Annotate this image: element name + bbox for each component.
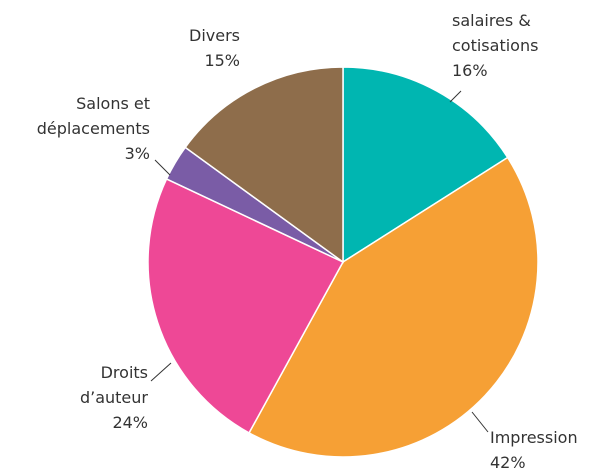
- category-name: Salons et déplacements: [36, 94, 150, 138]
- category-name: salaires & cotisations: [452, 11, 539, 55]
- value-label: 42%: [490, 453, 526, 470]
- leader-line: [150, 362, 172, 382]
- value-label: 24%: [112, 413, 148, 432]
- pie-slice: [147, 177, 345, 434]
- value-label: 16%: [452, 61, 488, 80]
- category-name: Droits d’auteur: [79, 363, 148, 407]
- slice-label: Divers 15%: [189, 23, 240, 73]
- pie-slice: [342, 66, 509, 264]
- slice-label: Salons et déplacements 3%: [37, 91, 150, 166]
- leader-line: [471, 411, 489, 433]
- slice-label: Impression 42%: [490, 425, 578, 470]
- value-label: 15%: [204, 51, 240, 70]
- leader-line: [154, 159, 171, 176]
- pie-slice: [248, 156, 539, 458]
- leader-line: [449, 90, 462, 103]
- pie-slice: [184, 66, 344, 264]
- value-label: 3%: [124, 144, 150, 163]
- slice-label: Droits d’auteur 24%: [80, 360, 148, 435]
- category-name: Impression: [490, 428, 578, 447]
- slice-label: salaires & cotisations 16%: [452, 8, 538, 83]
- category-name: Divers: [189, 26, 240, 45]
